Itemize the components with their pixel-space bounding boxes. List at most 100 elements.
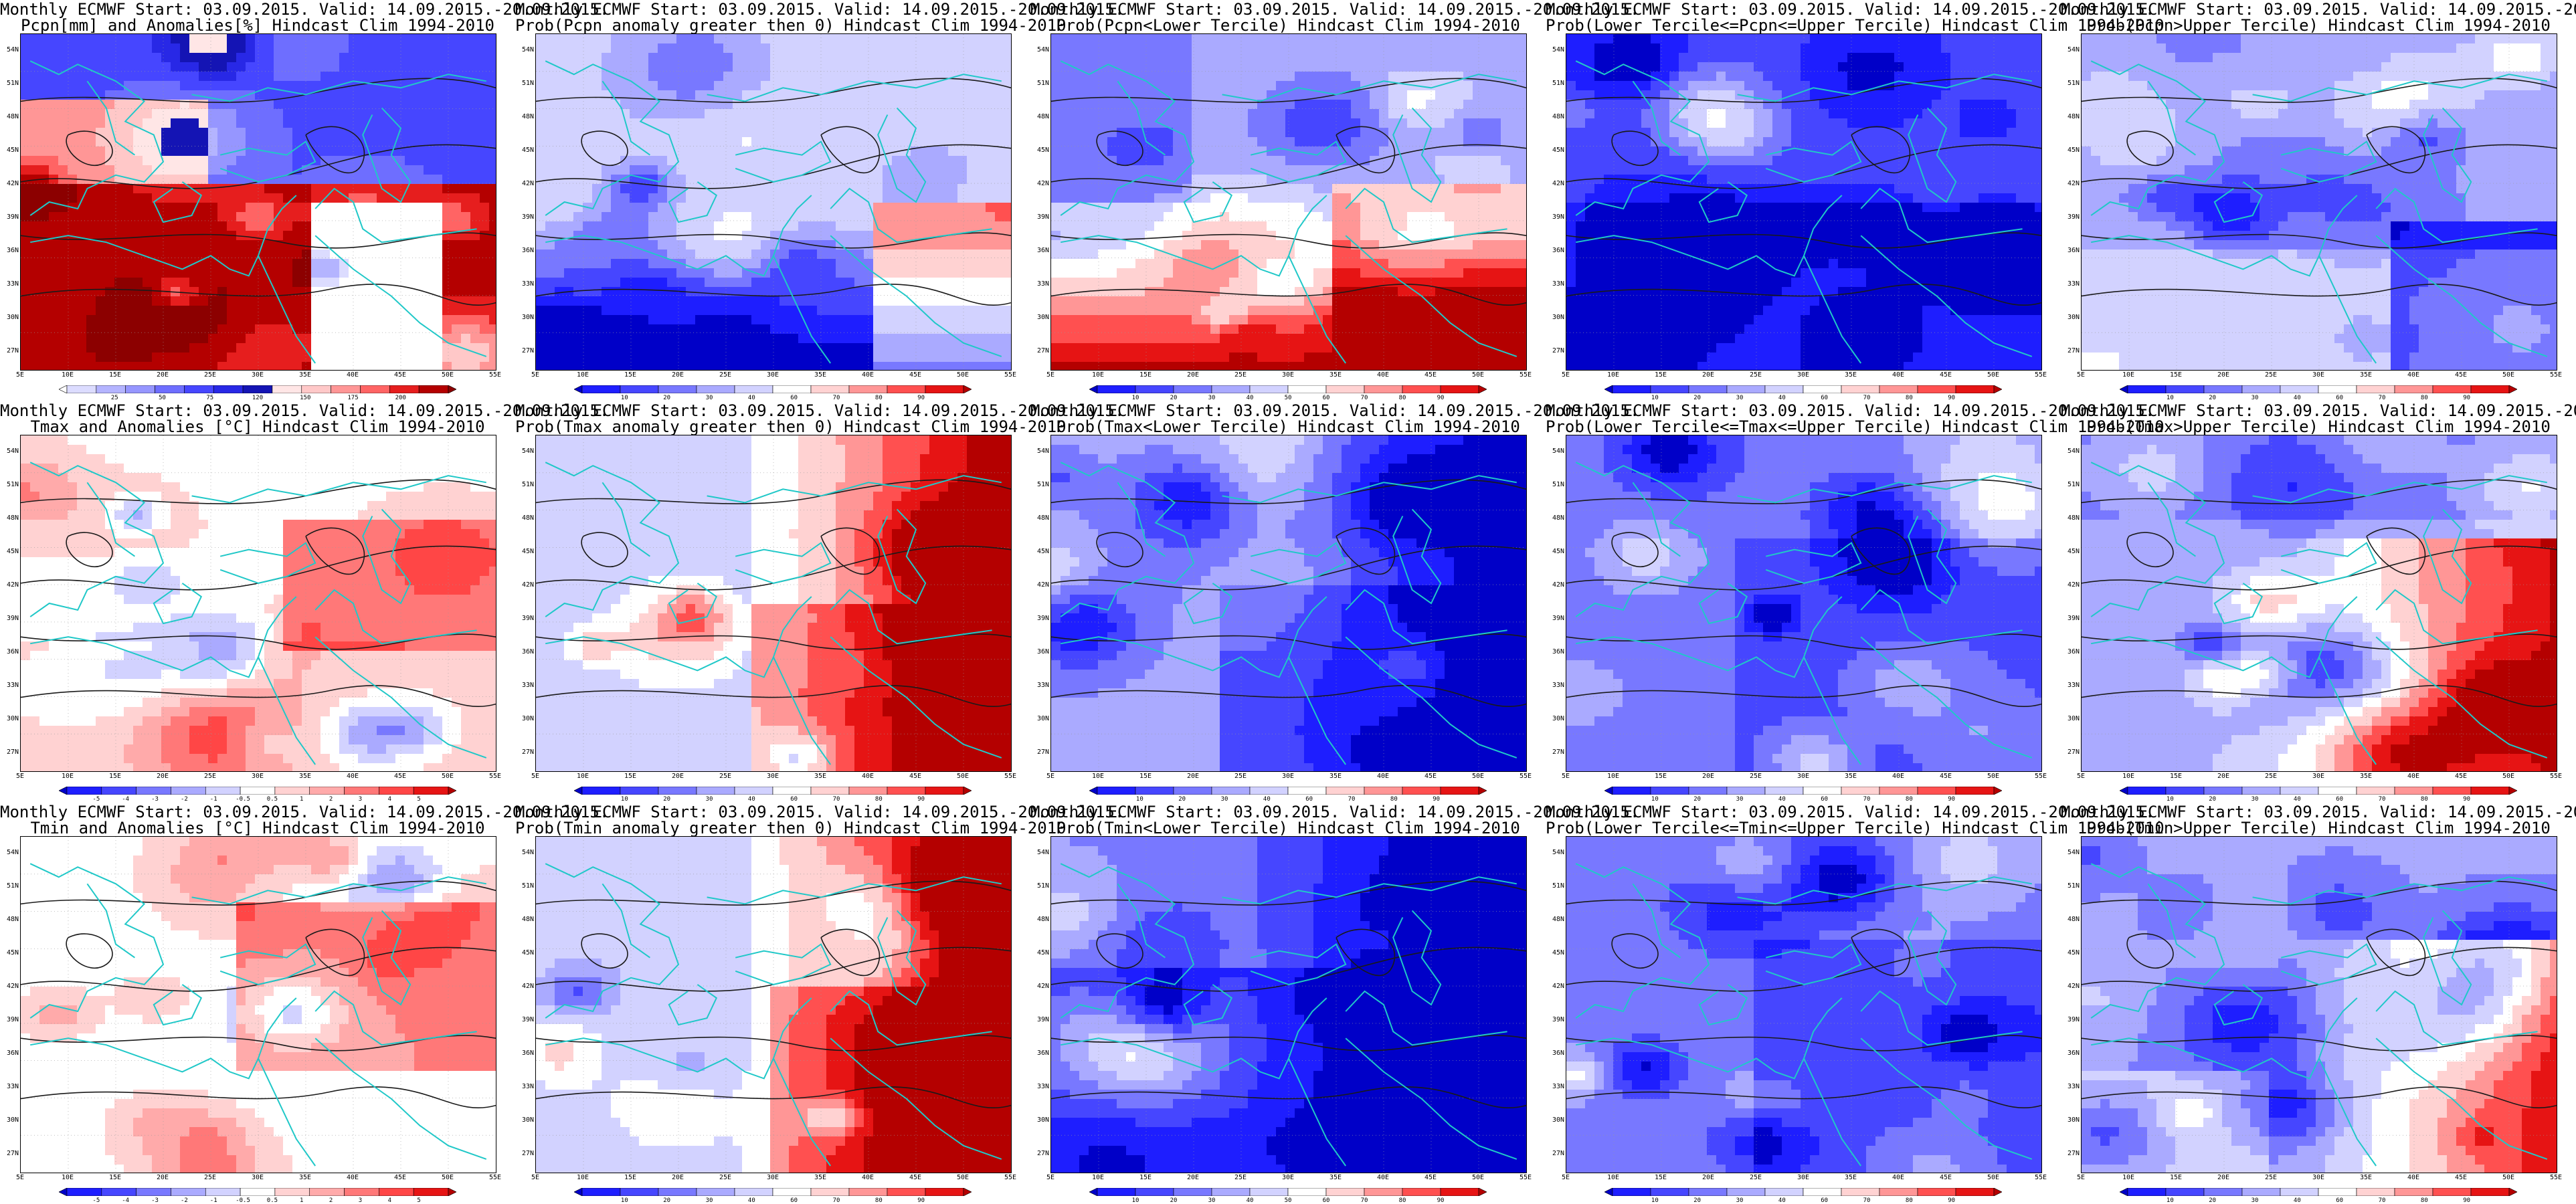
- panel-title-line2: Prob(Tmax>Upper Tercile) Hindcast Clim 1…: [2061, 419, 2576, 435]
- latitude-label: 27N: [517, 749, 534, 756]
- map-field: [2082, 34, 2557, 370]
- colorbar-tick-label: 40: [2287, 1197, 2307, 1204]
- longitude-label: 55E: [2031, 773, 2051, 780]
- colorbar-tick-label: 60: [1815, 395, 1835, 401]
- colorbar-segment: [1688, 787, 1728, 795]
- colorbar-tick-label: 10: [2160, 1197, 2180, 1204]
- colorbar-tick-label: 80: [1899, 395, 1919, 401]
- latitude-label: 45N: [1032, 147, 1049, 154]
- longitude-label: 45E: [905, 773, 925, 780]
- map-panel: Monthly ECMWF Start: 03.09.2015. Valid: …: [1030, 401, 1639, 803]
- longitude-label: 10E: [2118, 1175, 2138, 1181]
- colorbar: [1604, 385, 2002, 393]
- longitude-label: 35E: [1841, 372, 1861, 379]
- latitude-label: 33N: [517, 1084, 534, 1090]
- latitude-label: 33N: [517, 281, 534, 288]
- latitude-label: 51N: [2062, 482, 2080, 488]
- colorbar-segment: [810, 787, 850, 795]
- panel-title-line2: Tmin and Anomalies [°C] Hindcast Clim 19…: [0, 820, 515, 836]
- latitude-label: 27N: [1032, 1150, 1049, 1157]
- panel-title-line1: Monthly ECMWF Start: 03.09.2015. Valid: …: [2061, 804, 2576, 820]
- colorbar-segment: [1211, 1188, 1251, 1196]
- panel-title-line2: Prob(Tmax<Lower Tercile) Hindcast Clim 1…: [1030, 419, 1546, 435]
- colorbar-tick-label: 40: [1772, 796, 1792, 803]
- panel-title-line1: Monthly ECMWF Start: 03.09.2015. Valid: …: [2061, 403, 2576, 419]
- longitude-label: 15E: [1651, 1175, 1671, 1181]
- panel-title-line1: Monthly ECMWF Start: 03.09.2015. Valid: …: [1546, 403, 2154, 419]
- latitude-label: 36N: [1547, 649, 1564, 656]
- panel-title-line1: Monthly ECMWF Start: 03.09.2015. Valid: …: [2061, 1, 2576, 17]
- colorbar-segment: [658, 787, 697, 795]
- latitude-label: 30N: [1547, 716, 1564, 722]
- longitude-label: 20E: [2213, 372, 2233, 379]
- latitude-label: 48N: [1547, 515, 1564, 522]
- colorbar-tick-label: 30: [1730, 395, 1750, 401]
- panel-title-line2: Pcpn[mm] and Anomalies[%] Hindcast Clim …: [0, 17, 515, 33]
- colorbar-segment: [1803, 385, 1842, 393]
- colorbar: [2120, 787, 2517, 795]
- colorbar-segment: [2356, 385, 2395, 393]
- colorbar-tick-label: 70: [826, 1197, 846, 1204]
- colorbar-tick-label: 80: [2414, 395, 2434, 401]
- colorbar-tick-label: 40: [2287, 796, 2307, 803]
- colorbar-tick-label: 70: [1354, 1197, 1374, 1204]
- colorbar-segment: [1173, 385, 1212, 393]
- latitude-label: 39N: [1547, 214, 1564, 221]
- longitude-label: 10E: [1088, 1175, 1108, 1181]
- latitude-label: 36N: [1547, 247, 1564, 254]
- latitude-label: 42N: [1547, 983, 1564, 990]
- colorbar-tick-label: 40: [1240, 1197, 1260, 1204]
- panel-title-line1: Monthly ECMWF Start: 03.09.2015. Valid: …: [1030, 403, 1639, 419]
- latitude-label: 51N: [517, 482, 534, 488]
- colorbar-segment: [2432, 787, 2472, 795]
- latitude-label: 36N: [517, 247, 534, 254]
- latitude-label: 30N: [2062, 314, 2080, 321]
- latitude-label: 54N: [517, 448, 534, 455]
- latitude-label: 54N: [1032, 448, 1049, 455]
- colorbar-segment: [1879, 385, 1918, 393]
- colorbar-segment: [1089, 1188, 1098, 1196]
- latitude-label: 51N: [2062, 883, 2080, 890]
- colorbar-tick-label: 80: [1384, 796, 1404, 803]
- colorbar-segment: [1089, 787, 1098, 795]
- latitude-label: 51N: [2062, 80, 2080, 87]
- longitude-label: 55E: [1515, 372, 1536, 379]
- latitude-label: 30N: [1547, 314, 1564, 321]
- latitude-label: 30N: [1, 314, 19, 321]
- latitude-label: 39N: [517, 214, 534, 221]
- colorbar-segment: [418, 385, 449, 393]
- colorbar-segment: [413, 787, 449, 795]
- latitude-label: 27N: [1032, 348, 1049, 355]
- latitude-label: 42N: [1, 983, 19, 990]
- colorbar-tick-label: 90: [1431, 395, 1451, 401]
- colorbar-tick-label: 4: [379, 1197, 399, 1204]
- colorbar-tick-label: 30: [1202, 395, 1222, 401]
- latitude-label: 45N: [1547, 147, 1564, 154]
- map-field: [2082, 435, 2557, 771]
- colorbar-segment: [734, 1188, 773, 1196]
- colorbar-tick-label: 20: [1172, 796, 1192, 803]
- colorbar-segment: [413, 1188, 449, 1196]
- colorbar-segment: [2127, 1188, 2167, 1196]
- colorbar-segment: [59, 1188, 68, 1196]
- latitude-label: 45N: [2062, 950, 2080, 957]
- latitude-label: 42N: [2062, 181, 2080, 187]
- map-area: [1050, 836, 1527, 1173]
- colorbar-segment: [963, 1188, 972, 1196]
- longitude-label: 5E: [1556, 1175, 1576, 1181]
- colorbar-tick-label: -0.5: [233, 796, 253, 803]
- map-area: [1566, 33, 2042, 371]
- latitude-label: 54N: [2062, 448, 2080, 455]
- colorbar-tick-label: 90: [2457, 1197, 2477, 1204]
- latitude-label: 27N: [2062, 1150, 2080, 1157]
- latitude-label: 48N: [2062, 114, 2080, 120]
- latitude-label: 39N: [2062, 1017, 2080, 1023]
- colorbar-segment: [1478, 787, 1487, 795]
- map-area: [535, 435, 1012, 772]
- colorbar-tick-label: 2: [321, 796, 341, 803]
- colorbar-segment: [1249, 787, 1289, 795]
- colorbar-segment: [1097, 385, 1136, 393]
- longitude-label: 45E: [1420, 372, 1441, 379]
- colorbar-segment: [448, 1188, 456, 1196]
- colorbar-tick-label: 10: [614, 395, 634, 401]
